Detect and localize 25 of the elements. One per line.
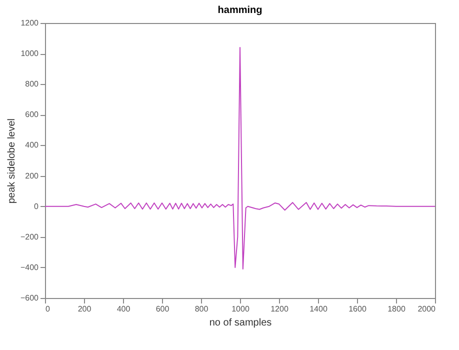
x-tick-label: 1000 — [232, 304, 250, 314]
y-tick-label: 600 — [25, 110, 40, 120]
x-tick-label: 400 — [116, 304, 131, 314]
y-tick-label: 1200 — [20, 18, 40, 28]
x-tick-label: 2000 — [418, 304, 436, 314]
x-tick-label: 800 — [194, 304, 209, 314]
y-tick-label: 0 — [34, 202, 40, 211]
y-tick-label: 1000 — [20, 49, 40, 58]
y-tick-label: 800 — [25, 80, 40, 89]
line-series — [44, 46, 436, 270]
y-tick-label: 200 — [25, 171, 40, 180]
x-tick-label: 0 — [46, 304, 50, 314]
chart-title: hamming — [218, 5, 262, 16]
y-axis-title: peak sidelobe level — [6, 118, 18, 204]
x-tick-label: 200 — [78, 304, 92, 314]
x-tick-label: 1800 — [388, 304, 406, 314]
y-tick-label: 400 — [25, 140, 40, 150]
x-tick-label: 1200 — [270, 304, 289, 314]
y-tick-label: −600 — [20, 294, 40, 302]
y-tick-label: −200 — [20, 232, 40, 242]
y-tick-label: −400 — [20, 262, 40, 272]
x-tick-label: 1400 — [310, 304, 328, 314]
x-tick-label: 600 — [156, 304, 170, 314]
x-axis-title: no of samples — [209, 318, 272, 328]
x-tick-label: 1600 — [348, 304, 367, 314]
